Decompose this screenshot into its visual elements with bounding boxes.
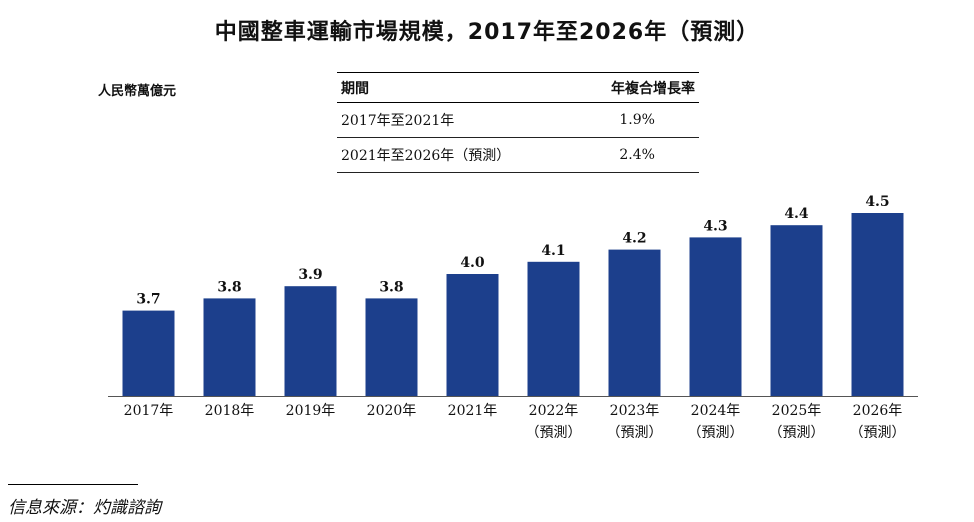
bar-value-label: 3.8: [379, 279, 403, 295]
period-cell: 2017年至2021年: [337, 102, 576, 138]
rate-cell: 1.9%: [575, 102, 699, 138]
bar: [608, 249, 661, 396]
bar-value-label: 4.4: [784, 206, 809, 222]
x-tick-label: 2018年: [205, 403, 255, 419]
source-divider: [8, 484, 138, 485]
bar: [446, 274, 499, 396]
x-tick-label: 2020年: [367, 403, 417, 419]
x-tick-label: 2019年: [286, 403, 336, 419]
bar-value-label: 3.8: [217, 279, 241, 295]
x-tick-sublabel: （預測）: [526, 425, 582, 441]
source-note: 信息來源：灼識諮詢: [8, 498, 161, 518]
period-header: 期間: [337, 72, 576, 103]
cagr-table-row: 2021年至2026年（預測） 2.4%: [337, 137, 699, 173]
x-tick-label: 2017年: [124, 403, 174, 419]
x-tick-label: 2024年: [691, 403, 741, 419]
bar: [770, 225, 823, 396]
bar-value-label: 3.9: [298, 267, 322, 283]
x-tick-sublabel: （預測）: [688, 425, 744, 441]
cagr-table-header-row: 期間 年複合增長率: [337, 72, 699, 103]
rate-cell: 2.4%: [575, 137, 699, 173]
x-tick-sublabel: （預測）: [769, 425, 825, 441]
bar-value-label: 4.0: [460, 255, 485, 271]
bar-chart: 3.7 2017年 3.8 2018年 3.9 2019年 3.8 2020年 4.0 2021年…: [108, 194, 918, 441]
bar: [689, 237, 742, 396]
bar-value-label: 4.3: [703, 218, 727, 234]
bar-value-label: 4.5: [865, 194, 889, 210]
bar: [122, 310, 175, 396]
bar: [203, 298, 256, 396]
x-tick-label: 2025年: [772, 403, 822, 419]
x-tick-label: 2021年: [448, 403, 498, 419]
x-tick-label: 2026年: [853, 403, 903, 419]
chart-title: 中國整車運輸市場規模，2017年至2026年（預測）: [214, 20, 760, 45]
x-tick-label: 2022年: [529, 403, 579, 419]
cagr-header: 年複合增長率: [575, 72, 699, 103]
bar: [851, 213, 904, 396]
cagr-table-row: 2017年至2021年 1.9%: [337, 102, 699, 138]
bar: [284, 286, 337, 396]
bar-value-label: 3.7: [136, 292, 160, 308]
period-cell: 2021年至2026年（預測）: [337, 137, 576, 173]
bar-value-label: 4.2: [622, 231, 646, 247]
bar-value-label: 4.1: [541, 243, 565, 259]
x-tick-sublabel: （預測）: [607, 425, 663, 441]
x-tick-label: 2023年: [610, 403, 660, 419]
bar: [365, 298, 418, 396]
cagr-table: 期間 年複合增長率 2017年至2021年 1.9% 2021年至2026年（預…: [337, 72, 699, 173]
unit-label: 人民幣萬億元: [98, 84, 177, 99]
bar: [527, 261, 580, 396]
x-tick-sublabel: （預測）: [850, 425, 906, 441]
